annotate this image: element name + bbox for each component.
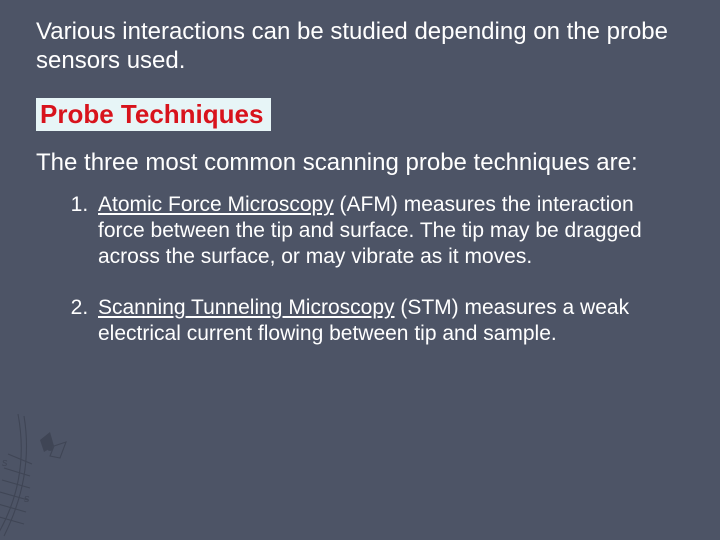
lead-text: The three most common scanning probe tec… (36, 149, 684, 178)
list-item-term: Scanning Tunneling Microscopy (98, 296, 395, 319)
section-heading-row: Probe Techniques (36, 98, 684, 132)
slide: Various interactions can be studied depe… (0, 0, 720, 540)
technique-list: Atomic Force Microscopy (AFM) measures t… (36, 192, 684, 346)
intro-text: Various interactions can be studied depe… (36, 18, 684, 76)
list-item-term: Atomic Force Microscopy (98, 193, 334, 216)
list-item: Atomic Force Microscopy (AFM) measures t… (94, 192, 684, 269)
section-heading: Probe Techniques (36, 98, 271, 132)
list-item: Scanning Tunneling Microscopy (STM) meas… (94, 295, 684, 346)
